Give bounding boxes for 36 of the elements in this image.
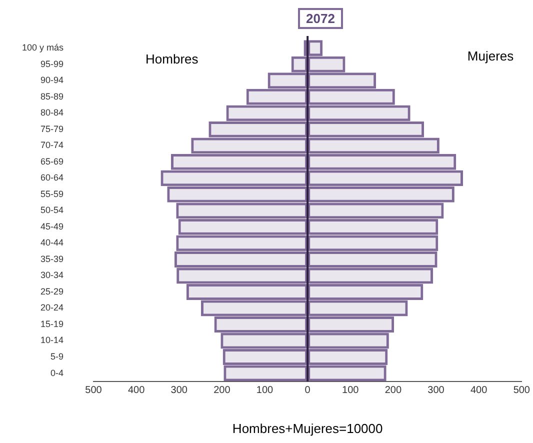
y-tick-label: 0-4	[50, 368, 64, 378]
x-tick-label: 0	[304, 385, 311, 396]
x-tick-label: 400	[470, 385, 488, 396]
annotation: Hombres	[146, 52, 199, 67]
y-tick-label: 45-49	[40, 221, 64, 232]
x-tick-label: 400	[128, 385, 146, 396]
y-tick-label: 50-54	[40, 205, 64, 216]
y-tick-label: 5-9	[50, 352, 64, 362]
x-tick-label: 200	[214, 385, 231, 396]
x-tick-label: 100	[256, 385, 274, 396]
x-tick-label: 100	[342, 385, 360, 396]
y-tick-label: 35-39	[40, 254, 64, 264]
y-tick-label: 55-59	[40, 188, 64, 199]
y-tick-label: 25-29	[40, 286, 64, 296]
y-tick-label: 65-69	[40, 156, 64, 166]
x-tick-label: 500	[513, 385, 530, 396]
y-tick-label: 75-79	[40, 124, 64, 134]
x-tick-label: 200	[384, 385, 402, 396]
chart-title: 2072	[298, 8, 343, 29]
y-tick-label: 85-89	[40, 91, 64, 102]
x-tick-label: 500	[85, 385, 102, 396]
y-tick-label: 80-84	[40, 108, 64, 118]
y-tick-label: 90-94	[40, 75, 64, 86]
y-tick-label: 20-24	[40, 302, 64, 313]
y-tick-label: 10-14	[40, 335, 64, 346]
y-tick-label: 95-99	[40, 58, 64, 69]
y-tick-label: 100 y más	[22, 42, 64, 53]
x-tick-label: 300	[170, 385, 188, 396]
y-tick-label: 15-19	[40, 318, 64, 329]
y-tick-label: 40-44	[40, 238, 64, 248]
annotation: Mujeres	[467, 48, 514, 64]
x-tick-label: 300	[428, 385, 445, 396]
y-tick-label: 60-64	[40, 172, 64, 183]
y-tick-label: 70-74	[40, 140, 64, 150]
x-axis-title: Hombres+Mujeres=10000	[232, 420, 383, 436]
y-tick-label: 30-34	[40, 270, 64, 280]
